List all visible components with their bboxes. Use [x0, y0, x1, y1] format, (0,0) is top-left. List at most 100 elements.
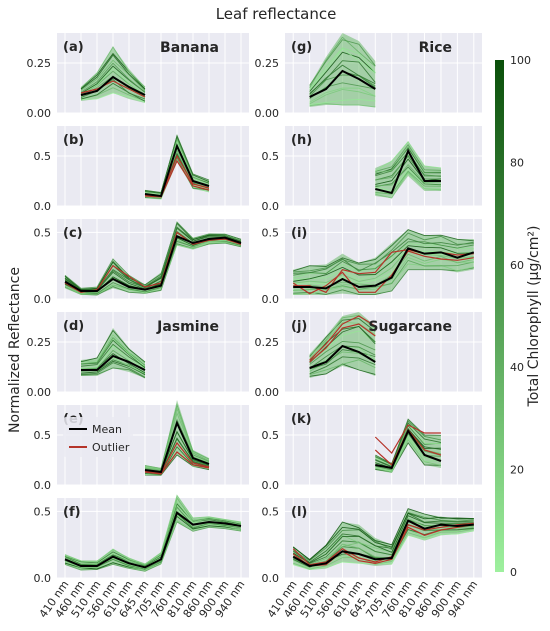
- outlier-spectrum: [292, 524, 474, 567]
- mean-spectrum: [144, 420, 210, 474]
- y-tick-label: 0.0: [34, 293, 52, 306]
- panel-label: (a): [63, 40, 84, 55]
- sample-spectrum: [292, 515, 474, 564]
- panel-label: (c): [63, 226, 83, 241]
- sample-spectrum: [80, 62, 146, 93]
- panel-j: 0.00 0.25 (j) Sugarcane: [255, 312, 482, 399]
- panel-label: (g): [291, 40, 312, 55]
- panel-label: (b): [63, 133, 84, 148]
- sample-spectrum: [375, 418, 441, 465]
- sample-spectrum: [80, 92, 146, 103]
- mean-spectrum: [309, 69, 376, 98]
- y-tick-label: 0.0: [262, 200, 280, 213]
- colorbar-tick-label: 100: [510, 54, 531, 67]
- mean-spectrum: [375, 428, 442, 470]
- panel-c: 0.0 0.5 (c): [34, 219, 249, 306]
- sample-spectrum: [80, 67, 146, 96]
- sample-spectrum: [144, 134, 210, 194]
- sample-spectrum: [375, 155, 441, 181]
- sample-spectrum: [375, 422, 442, 466]
- sample-spectrum: [375, 164, 441, 187]
- outlier-spectrum: [292, 250, 474, 295]
- sample-spectrum: [375, 438, 442, 473]
- y-tick-label: 0.5: [34, 429, 52, 442]
- colorbar-tick-label: 0: [510, 566, 517, 579]
- mean-spectrum: [64, 511, 242, 569]
- figure-title: Leaf reflectance: [216, 5, 337, 23]
- colorbar-gradient: [495, 60, 504, 572]
- sample-spectrum: [292, 512, 474, 563]
- y-tick-label: 0.25: [27, 336, 52, 349]
- sample-spectrum: [144, 156, 210, 199]
- sample-spectrum: [80, 59, 146, 92]
- panel-title: Jasmine: [156, 319, 219, 335]
- y-tick-label: 0.5: [262, 226, 280, 239]
- sample-spectrum: [309, 74, 376, 97]
- panel-background: [57, 33, 249, 113]
- mean-spectrum: [292, 519, 474, 568]
- sample-spectrum: [64, 497, 242, 566]
- colorbar: 0 20 40 60 80 100: [495, 54, 531, 579]
- panel-label: (i): [291, 226, 307, 241]
- y-tick-label: 0.0: [34, 572, 52, 585]
- y-tick-label: 0.5: [262, 505, 280, 518]
- sample-spectrum: [309, 318, 376, 357]
- panel-h: 0.0 0.5 (h): [262, 126, 482, 213]
- y-tick-label: 0.5: [34, 226, 52, 239]
- sample-spectrum: [309, 51, 376, 92]
- y-tick-label: 0.5: [262, 150, 280, 163]
- y-tick-label: 0.00: [27, 386, 52, 399]
- sample-spectrum: [375, 436, 441, 472]
- y-tick-label: 0.0: [34, 200, 52, 213]
- y-tick-label: 0.25: [255, 57, 280, 70]
- outlier-spectrum: [80, 80, 146, 98]
- panel-background: [57, 312, 249, 392]
- sample-spectrum: [309, 87, 376, 103]
- sample-spectrum: [64, 497, 242, 566]
- outlier-spectrum: [309, 323, 376, 363]
- sample-spectrum: [375, 143, 441, 172]
- sample-spectrum: [309, 99, 376, 106]
- panel-k: 0.0 0.5 (k): [262, 405, 482, 492]
- sample-spectrum: [64, 226, 242, 291]
- y-tick-label: 0.00: [27, 107, 52, 120]
- outlier-spectrum: [374, 424, 441, 454]
- sample-spectrum: [309, 356, 376, 375]
- sample-spectrum: [80, 329, 146, 363]
- panel-title: Rice: [419, 40, 452, 56]
- sample-spectrum: [293, 267, 474, 295]
- sample-spectrum: [64, 502, 242, 567]
- mean-spectrum: [293, 247, 475, 290]
- y-tick-label: 0.0: [262, 572, 280, 585]
- sample-spectrum: [293, 528, 474, 570]
- y-tick-label: 0.5: [262, 429, 280, 442]
- sample-spectrum: [80, 360, 146, 375]
- y-tick-label: 0.5: [34, 150, 52, 163]
- sample-spectrum: [309, 39, 376, 86]
- sample-spectrum: [64, 521, 242, 572]
- sample-spectrum: [375, 141, 442, 172]
- sample-spectrum: [375, 170, 441, 195]
- y-tick-label: 0.5: [34, 505, 52, 518]
- panel-label: (h): [291, 133, 312, 148]
- sample-spectrum: [80, 334, 146, 364]
- sample-spectrum: [144, 403, 210, 469]
- sample-spectrum: [293, 250, 474, 285]
- y-tick-label: 0.00: [255, 386, 280, 399]
- panel-title: Banana: [160, 40, 219, 56]
- sample-spectrum: [309, 88, 376, 105]
- panel-label: (l): [291, 505, 307, 520]
- y-tick-label: 0.0: [262, 479, 280, 492]
- colorbar-tick-label: 60: [510, 259, 524, 272]
- panel-d: 0.00 0.25 (d) Jasmine: [27, 312, 249, 399]
- y-tick-label: 0.0: [34, 479, 52, 492]
- sample-spectrum: [293, 245, 474, 282]
- sample-spectrum: [80, 343, 146, 368]
- sample-spectrum: [64, 514, 242, 571]
- colorbar-tick-label: 40: [510, 361, 524, 374]
- colorbar-tick-label: 80: [510, 156, 524, 169]
- sample-spectrum: [309, 60, 376, 94]
- sample-spectrum: [144, 418, 210, 472]
